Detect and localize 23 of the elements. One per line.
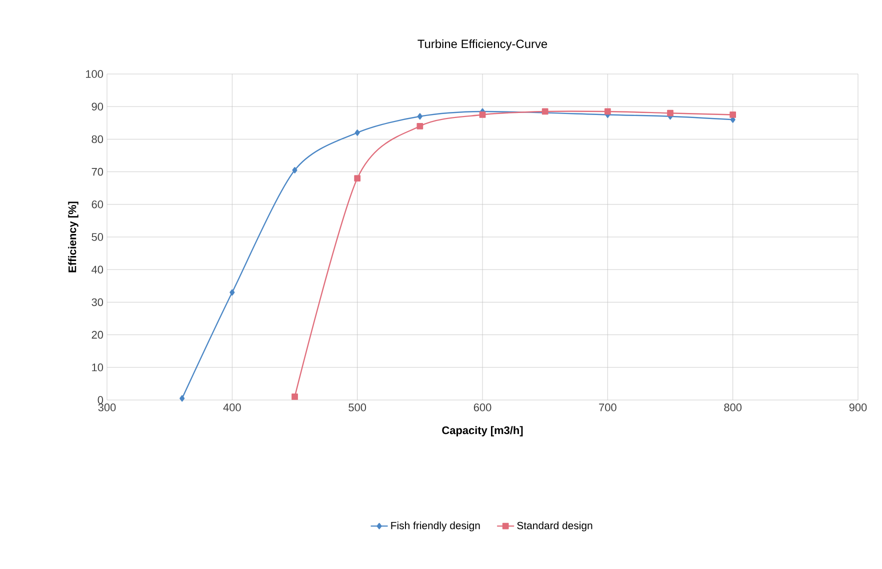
legend-label: Standard design (517, 522, 592, 532)
y-tick-label: 30 (92, 298, 104, 306)
y-tick-label: 80 (92, 135, 104, 144)
y-tick-label: 100 (86, 70, 104, 78)
legend-label: Fish friendly design (391, 522, 480, 532)
y-tick-label: 70 (92, 168, 104, 176)
x-tick-label: 900 (849, 404, 867, 412)
x-tick-label: 300 (98, 404, 116, 412)
y-tick-label: 40 (92, 266, 104, 274)
x-tick-label: 400 (223, 404, 241, 412)
x-tick-label: 700 (599, 404, 616, 412)
chart-title: Turbine Efficiency-Curve (418, 39, 548, 50)
x-tick-label: 800 (724, 404, 742, 412)
y-tick-label: 0 (98, 396, 104, 404)
y-tick-label: 50 (92, 233, 104, 241)
x-tick-label: 600 (474, 404, 492, 412)
x-axis-title: Capacity [m3/h] (442, 426, 523, 436)
y-tick-label: 10 (92, 364, 104, 372)
y-axis-title: Efficiency [%] (68, 202, 78, 272)
y-tick-label: 90 (92, 102, 104, 110)
y-tick-label: 20 (92, 330, 104, 339)
y-tick-label: 60 (92, 200, 104, 208)
x-tick-label: 500 (348, 404, 366, 412)
